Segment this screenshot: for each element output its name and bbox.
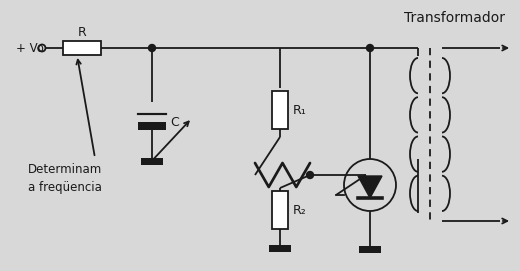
Text: R₁: R₁ bbox=[293, 104, 307, 117]
Text: R: R bbox=[77, 25, 86, 38]
Bar bbox=[272, 191, 288, 229]
Bar bbox=[141, 158, 163, 165]
Bar bbox=[272, 91, 288, 129]
Text: C: C bbox=[170, 117, 179, 130]
Text: Determinam
a freqüencia: Determinam a freqüencia bbox=[28, 163, 102, 194]
Bar bbox=[63, 41, 101, 55]
Circle shape bbox=[306, 172, 314, 179]
Bar bbox=[138, 122, 166, 130]
Text: R₂: R₂ bbox=[293, 204, 307, 217]
Bar bbox=[359, 246, 381, 253]
Circle shape bbox=[367, 44, 373, 51]
Text: + Vo: + Vo bbox=[16, 43, 44, 56]
Circle shape bbox=[149, 44, 155, 51]
Polygon shape bbox=[358, 176, 382, 198]
Text: Transformador: Transformador bbox=[405, 11, 505, 25]
Bar bbox=[269, 245, 291, 252]
